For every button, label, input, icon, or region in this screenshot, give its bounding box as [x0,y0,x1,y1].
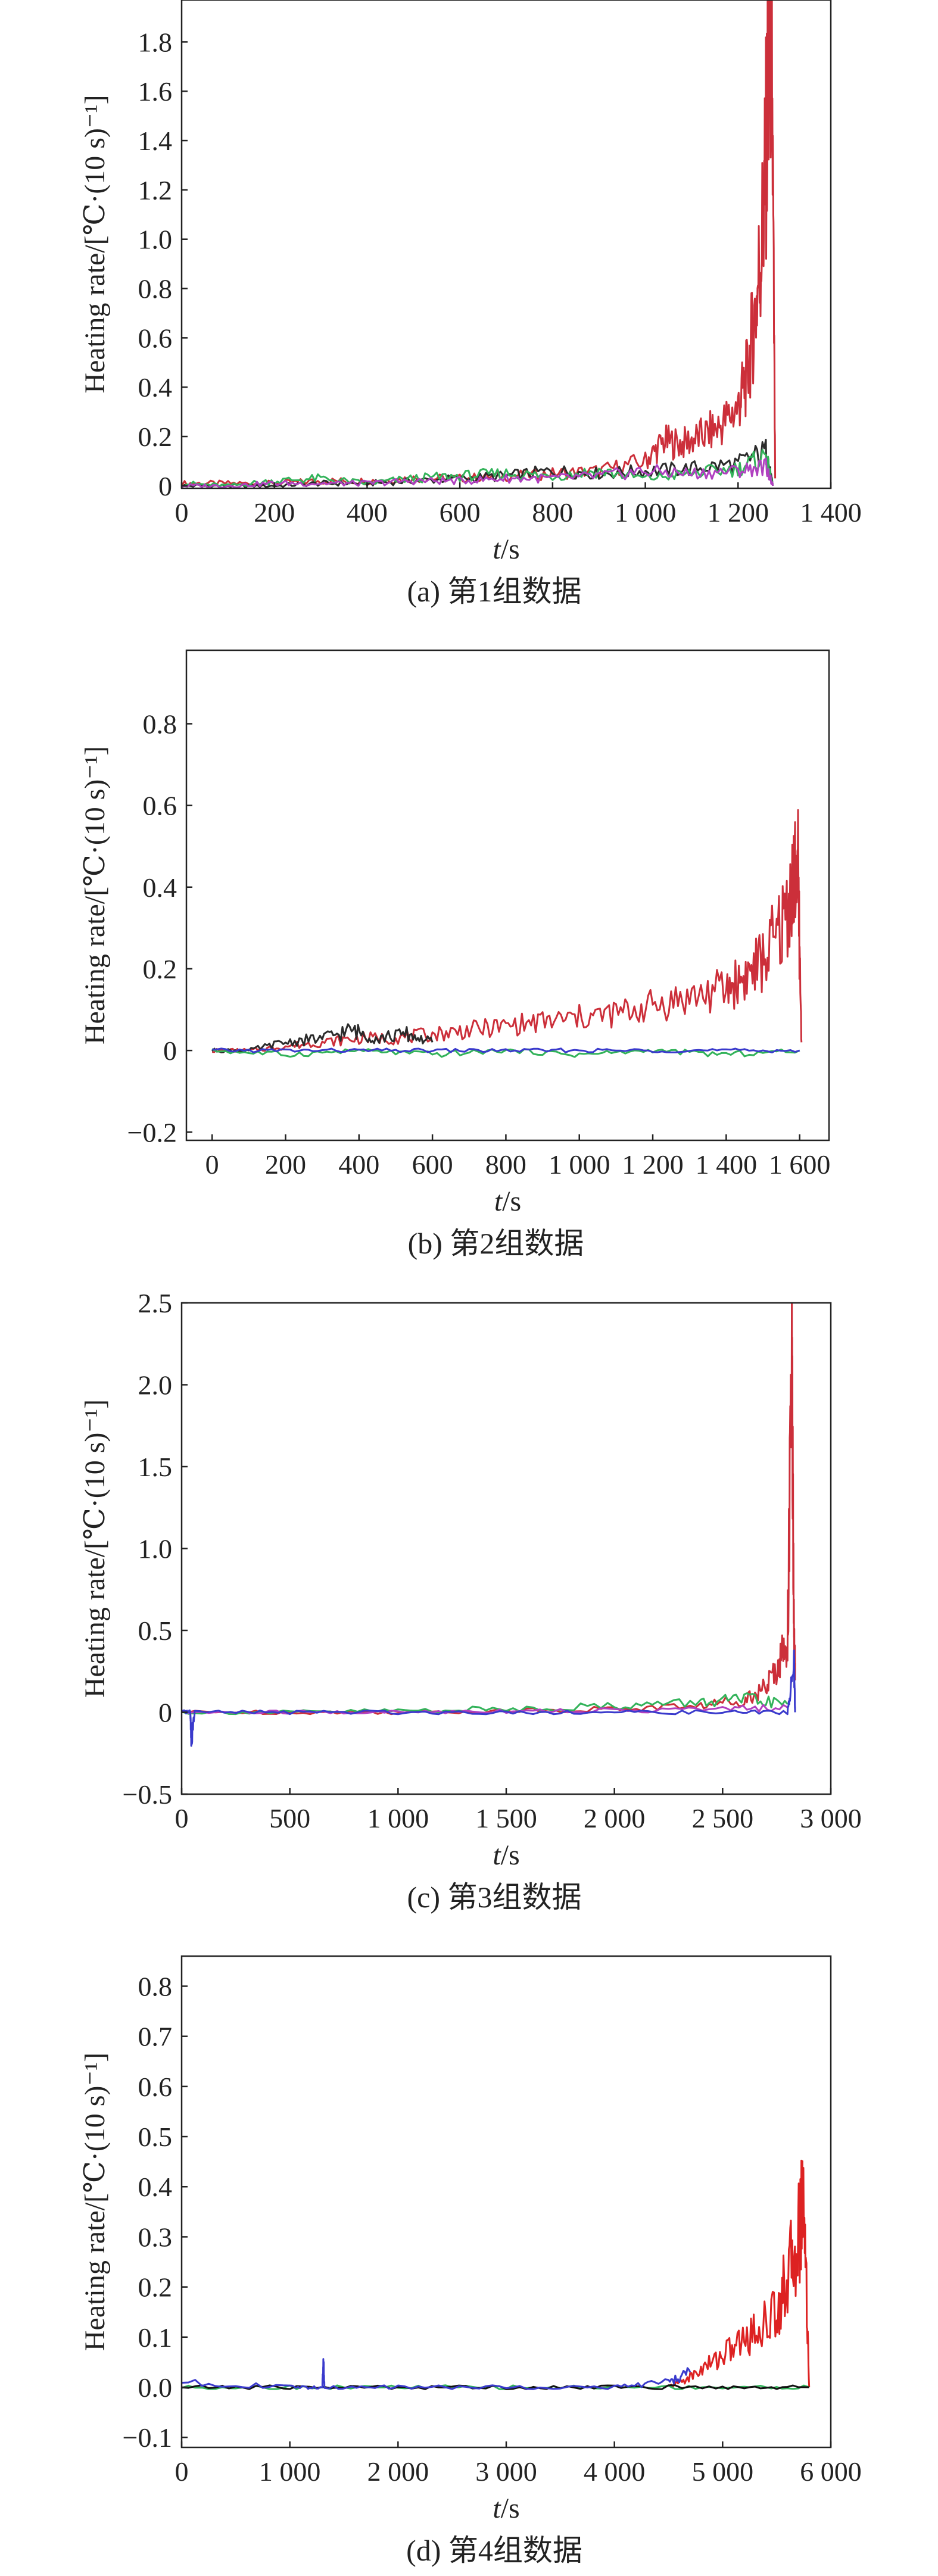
chart-2-xtick-label: 0 [205,1149,219,1180]
chart-4-ytick-label: 0.3 [138,2222,173,2252]
chart-4-xtick-label: 4 000 [584,2456,646,2487]
chart-1-ytick-label: 0.6 [138,323,173,353]
chart-4-ytick-label: 0.0 [138,2372,173,2403]
chart-1-xtick-label: 0 [175,497,189,528]
chart-4-xtick-label: 3 000 [475,2456,537,2487]
chart-2-plot-frame [185,649,830,1142]
chart-2-series-2-line [211,1023,434,1053]
chart-1: 0 200 400 600 800 1 000 1 200 1 400 0 0.2 0.4 0.6 0.… [79,0,862,608]
chart-4-series-3-line [182,2384,809,2390]
chart-3: 0 500 1 000 1 500 2 000 2 500 3 000−0.500.51.0… [79,1288,862,1914]
chart-4-plot-frame [180,1955,832,2449]
chart-4-xtick-label: 2 000 [367,2456,429,2487]
chart-4-ytick-label: 0.4 [138,2172,173,2202]
chart-1-xtick-label: 1 400 [800,497,862,528]
chart-4-xtick-label: 5 000 [692,2456,754,2487]
chart-4-xtick-label: 1 000 [259,2456,321,2487]
chart-3-plot-frame [180,1302,832,1795]
chart-3-ytick-label: 2.5 [138,1288,173,1318]
chart-3-series-1-line [182,1303,796,1716]
chart-2-ytick-label: −0.2 [127,1117,177,1147]
chart-2-xtick-label: 1 200 [622,1149,684,1180]
chart-2-ytick-label: 0.2 [143,954,177,984]
chart-4-ytick-label: 0.5 [138,2122,173,2152]
chart-3-xtick-label: 3 000 [800,1803,862,1833]
chart-1-xtick-label: 1 200 [708,497,769,528]
chart-3-ytick-label: 0.5 [138,1616,173,1646]
chart-1-ytick-label: 1.8 [138,27,173,57]
chart-3-xtick-label: 1 500 [475,1803,537,1833]
chart-1-series-4-line [182,457,774,488]
chart-2-series-4-line [212,1047,800,1053]
chart-1-xtick-label: 600 [440,497,481,528]
chart-2-caption: (b) 第2组数据 [408,1227,584,1260]
chart-3-caption: (c) 第3组数据 [407,1880,582,1914]
chart-4-x-axis-label: t/s [493,2493,519,2524]
chart-3-ytick-label: 1.5 [138,1452,173,1482]
chart-3-xtick-label: 2 500 [692,1803,754,1833]
chart-2-y-axis-label: Heating rate/[℃·(10 s)⁻¹] [79,746,111,1044]
chart-2-xtick-label: 200 [265,1149,306,1180]
chart-2-xtick-label: 600 [412,1149,453,1180]
chart-2: 0 200 400 600 800 1 000 1 200 1 400 1 600 −0.2 0 0.… [79,649,831,1260]
chart-3-ytick-label: 1.0 [138,1534,173,1564]
chart-4-ytick-label: 0.6 [138,2072,173,2102]
chart-1-xtick-label: 200 [254,497,295,528]
chart-4-xtick-label: 0 [175,2456,189,2487]
chart-2-ytick-label: 0.6 [143,791,177,821]
chart-4-caption: (d) 第4组数据 [406,2534,582,2567]
chart-3-ytick-label: 0 [158,1698,172,1728]
chart-4-ytick-label: −0.1 [123,2422,172,2453]
chart-3-xtick-label: 0 [175,1803,189,1833]
chart-4-ytick-label: 0.7 [138,2022,173,2052]
chart-1-ytick-label: 1.0 [138,224,173,255]
chart-2-x-axis-label: t/s [494,1186,521,1217]
chart-2-series-1-line [212,809,803,1053]
chart-4-series-1-line [668,2159,811,2388]
chart-2-xtick-label: 800 [485,1149,526,1180]
chart-1-xtick-label: 800 [532,497,573,528]
chart-4-series-4-line [182,2358,691,2390]
chart-1-caption: (a) 第1组数据 [407,575,582,608]
chart-1-ytick-label: 0.8 [138,274,173,304]
chart-3-ytick-label: −0.5 [123,1779,172,1810]
chart-4-ytick-label: 0.1 [138,2322,173,2353]
chart-1-series-1-line [182,0,777,487]
chart-3-y-axis-label: Heating rate/[℃·(10 s)⁻¹] [79,1399,111,1698]
chart-2-ytick-label: 0.8 [143,709,177,739]
chart-2-ytick-label: 0 [163,1036,177,1066]
chart-1-ytick-label: 1.4 [138,126,173,156]
chart-1-ytick-label: 0.2 [138,422,173,452]
chart-3-ytick-label: 2.0 [138,1370,173,1401]
chart-3-xtick-label: 2 000 [584,1803,646,1833]
chart-4-ytick-label: 0.2 [138,2272,173,2303]
chart-4-ytick-label: 0.8 [138,1972,173,2002]
chart-3-xtick-label: 1 000 [367,1803,429,1833]
chart-4-xtick-label: 6 000 [800,2456,862,2487]
chart-1-y-axis-label: Heating rate/[℃·(10 s)⁻¹] [79,95,111,393]
chart-4: 0 1 000 2 000 3 000 4 000 5 000 6 000 −0.1 0.0 0.… [79,1955,862,2567]
chart-2-xtick-label: 400 [338,1149,379,1180]
chart-2-xtick-label: 1 000 [549,1149,610,1180]
chart-3-xtick-label: 500 [269,1803,310,1833]
chart-1-x-axis-label: t/s [493,534,519,565]
chart-1-ytick-label: 1.2 [138,175,173,205]
chart-2-xtick-label: 1 400 [696,1149,758,1180]
chart-2-ytick-label: 0.4 [143,872,177,903]
chart-1-plot-frame [180,0,832,489]
chart-4-y-axis-label: Heating rate/[℃·(10 s)⁻¹] [79,2053,111,2351]
chart-1-xtick-label: 1 000 [615,497,677,528]
chart-3-series-4-line [182,1649,796,1747]
chart-1-ytick-label: 0 [158,471,172,501]
chart-1-ytick-label: 1.6 [138,76,173,107]
chart-3-x-axis-label: t/s [493,1839,519,1871]
chart-1-ytick-label: 0.4 [138,372,173,403]
chart-2-xtick-label: 1 600 [769,1149,831,1180]
chart-1-xtick-label: 400 [347,497,388,528]
